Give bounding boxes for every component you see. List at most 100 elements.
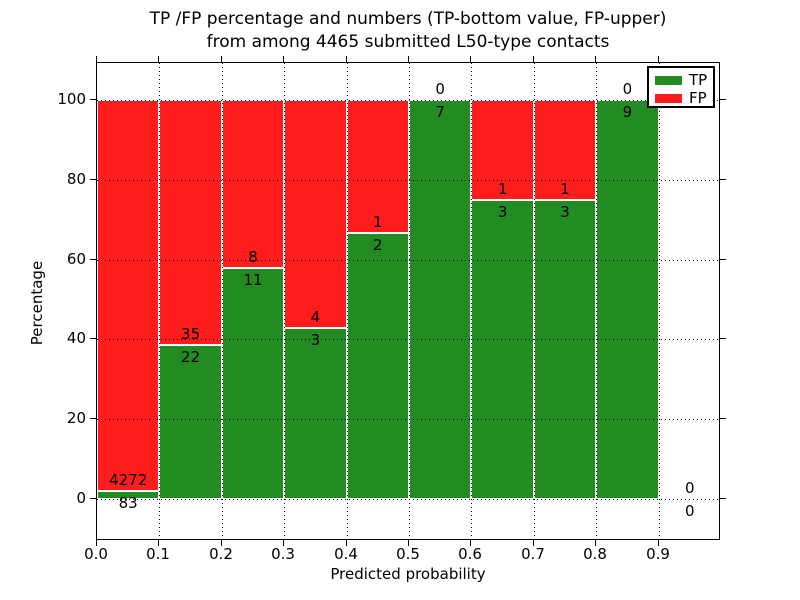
tp-count-label: 83 bbox=[118, 494, 138, 513]
fp-bar-segment bbox=[533, 100, 597, 200]
tp-count-label: 22 bbox=[181, 347, 201, 366]
tp-count-label: 2 bbox=[373, 235, 383, 254]
plot-area: 4272 83 35 22 8 11 4 3 1 2 0 7 1 3 1 3 0 9 0 0 bbox=[96, 62, 720, 540]
y-tick-label: 0 bbox=[76, 489, 86, 507]
tp-bar-segment bbox=[159, 344, 222, 499]
x-tick-label: 0.7 bbox=[521, 545, 545, 563]
gridline-vertical bbox=[284, 63, 285, 539]
tp-count-label: 3 bbox=[560, 202, 570, 221]
fp-count-label: 0 bbox=[622, 80, 633, 98]
chart-title-line1: TP /FP percentage and numbers (TP-bottom… bbox=[149, 9, 667, 29]
y-tick-label: 40 bbox=[66, 329, 86, 348]
fp-count-label: 4272 bbox=[109, 471, 148, 490]
x-tick-bottom bbox=[96, 540, 97, 546]
gridline-horizontal bbox=[97, 179, 719, 181]
x-tick-bottom bbox=[346, 540, 347, 546]
y-axis-label: Percentage bbox=[28, 260, 46, 346]
x-tick-bottom bbox=[408, 540, 409, 546]
tp-count-label: 0 bbox=[685, 502, 695, 520]
y-tick-label: 20 bbox=[66, 409, 86, 428]
x-tick-bottom bbox=[658, 540, 659, 546]
fp-count-label: 8 bbox=[248, 247, 258, 266]
fp-bar-segment bbox=[221, 100, 285, 268]
gridline-vertical bbox=[409, 63, 410, 539]
tp-bar-segment bbox=[533, 199, 597, 499]
chart-title: TP /FP percentage and numbers (TP-bottom… bbox=[96, 8, 720, 54]
x-tick-bottom bbox=[595, 540, 596, 546]
tp-count-label: 11 bbox=[243, 270, 263, 289]
y-tick-right bbox=[720, 418, 726, 420]
fp-bar-segment bbox=[471, 100, 534, 200]
grid-layer bbox=[97, 63, 719, 539]
fp-bar-segment bbox=[284, 100, 347, 328]
tp-count-label: 9 bbox=[622, 103, 633, 121]
x-tick-label: 0.4 bbox=[334, 545, 358, 563]
x-axis-label: Predicted probability bbox=[330, 565, 486, 583]
gridline-vertical bbox=[222, 63, 223, 539]
x-tick-bottom bbox=[158, 540, 159, 546]
y-tick-left bbox=[90, 418, 96, 420]
x-tick-top bbox=[658, 56, 659, 62]
y-tick-right bbox=[720, 178, 726, 180]
tp-count-label: 7 bbox=[435, 103, 445, 121]
x-tick-top bbox=[470, 56, 471, 62]
fp-count-label: 35 bbox=[181, 324, 201, 343]
tp-bar-segment bbox=[346, 232, 409, 499]
x-tick-label: 0.5 bbox=[396, 545, 420, 563]
gridline-vertical bbox=[159, 63, 160, 539]
y-tick-left bbox=[90, 258, 96, 260]
x-tick-label: 0.2 bbox=[209, 545, 233, 563]
bars-layer bbox=[97, 63, 719, 539]
y-tick-left bbox=[90, 99, 96, 100]
legend: TP FP bbox=[647, 66, 715, 108]
tp-bar-segment bbox=[596, 100, 659, 499]
tp-bar-segment bbox=[97, 491, 160, 499]
gridline-vertical bbox=[471, 63, 472, 539]
bar-labels-layer: 4272 83 35 22 8 11 4 3 1 2 0 7 1 3 1 3 0 9 0 0 bbox=[97, 63, 719, 539]
gridline-horizontal bbox=[97, 499, 719, 500]
x-tick-top bbox=[221, 56, 222, 62]
x-tick-label: 0.8 bbox=[583, 545, 607, 563]
x-tick-label: 0.9 bbox=[646, 545, 670, 563]
fp-bar-segment bbox=[346, 100, 409, 233]
gridline-vertical bbox=[659, 63, 660, 539]
y-tick-left bbox=[90, 498, 96, 499]
x-tick-top bbox=[595, 56, 596, 62]
x-tick-top bbox=[346, 56, 347, 62]
x-tick-top bbox=[533, 56, 534, 62]
gridline-vertical bbox=[534, 63, 535, 539]
x-tick-bottom bbox=[533, 540, 534, 546]
y-tick-right bbox=[720, 498, 726, 499]
tp-count-label: 3 bbox=[497, 202, 508, 221]
legend-label-tp: TP bbox=[689, 71, 708, 89]
x-tick-label: 0.3 bbox=[271, 545, 295, 563]
x-tick-top bbox=[283, 56, 284, 62]
gridline-vertical bbox=[347, 63, 348, 539]
gridline-horizontal bbox=[97, 100, 719, 101]
fp-bar-segment bbox=[97, 100, 160, 492]
y-tick-label: 60 bbox=[66, 249, 86, 268]
y-tick-left bbox=[90, 178, 96, 180]
fp-count-label: 1 bbox=[373, 212, 383, 231]
x-tick-label: 0.1 bbox=[146, 545, 170, 563]
fp-count-label: 1 bbox=[560, 179, 570, 198]
x-tick-label: 0.6 bbox=[458, 545, 482, 563]
x-tick-top bbox=[158, 56, 159, 62]
gridline-horizontal bbox=[97, 419, 719, 421]
fp-count-label: 0 bbox=[685, 479, 695, 497]
gridline-horizontal bbox=[97, 259, 719, 261]
y-tick-label: 80 bbox=[66, 169, 86, 188]
legend-swatch-tp-icon bbox=[655, 76, 682, 85]
x-tick-top bbox=[96, 56, 97, 62]
legend-swatch-fp-icon bbox=[655, 94, 682, 103]
legend-label-fp: FP bbox=[689, 89, 707, 107]
y-tick-right bbox=[720, 99, 726, 100]
gridline-vertical bbox=[596, 63, 597, 539]
legend-row-tp: TP bbox=[655, 72, 707, 89]
tp-count-label: 3 bbox=[310, 330, 321, 349]
y-tick-label: 100 bbox=[57, 90, 86, 108]
y-tick-right bbox=[720, 258, 726, 260]
gridline-horizontal bbox=[97, 339, 719, 341]
legend-row-fp: FP bbox=[655, 90, 707, 107]
